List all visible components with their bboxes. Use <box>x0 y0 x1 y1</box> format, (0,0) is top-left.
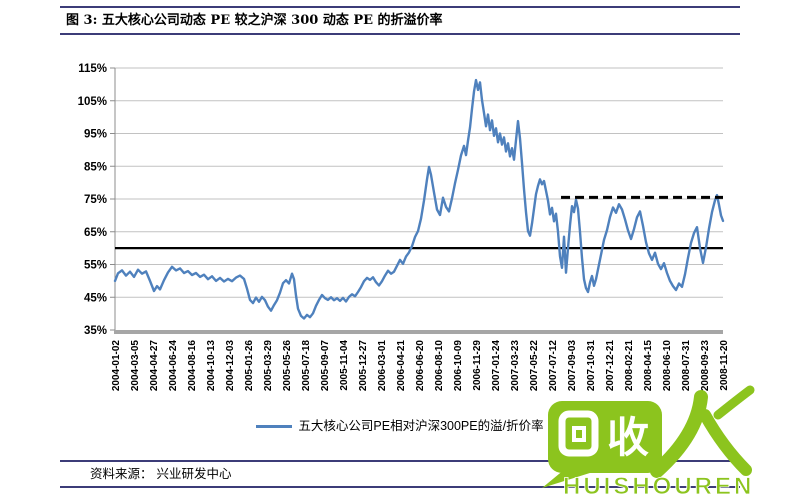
svg-text:2005-12-27: 2005-12-27 <box>358 340 369 392</box>
svg-text:2004-12-03: 2004-12-03 <box>225 340 236 392</box>
source-text: 资料来源： 兴业研发中心 <box>90 466 232 481</box>
recycle-bubble-icon: 收 <box>542 401 662 488</box>
svg-text:2005-01-26: 2005-01-26 <box>244 340 255 392</box>
source-bar: 资料来源： 兴业研发中心 <box>60 460 740 488</box>
svg-text:2005-11-04: 2005-11-04 <box>339 340 350 391</box>
svg-text:115%: 115% <box>78 63 107 75</box>
svg-text:95%: 95% <box>84 129 107 141</box>
svg-text:65%: 65% <box>84 227 107 239</box>
legend: 五大核心公司PE相对沪深300PE的溢/折价率 <box>0 417 800 435</box>
svg-text:2004-03-05: 2004-03-05 <box>130 340 141 392</box>
svg-text:2008-09-23: 2008-09-23 <box>700 340 711 392</box>
svg-text:2007-10-31: 2007-10-31 <box>586 340 597 392</box>
svg-text:2008-06-10: 2008-06-10 <box>662 340 673 392</box>
hui-square-glyph <box>558 410 599 457</box>
svg-text:2008-02-21: 2008-02-21 <box>624 340 635 392</box>
svg-text:2007-05-22: 2007-05-22 <box>529 340 540 392</box>
svg-text:2005-07-18: 2005-07-18 <box>301 340 312 392</box>
svg-text:2005-05-26: 2005-05-26 <box>282 340 293 392</box>
svg-text:2006-10-09: 2006-10-09 <box>453 340 464 392</box>
legend-series-label: 五大核心公司PE相对沪深300PE的溢/折价率 <box>298 419 544 433</box>
svg-text:2005-09-07: 2005-09-07 <box>320 340 331 392</box>
svg-text:2006-03-01: 2006-03-01 <box>377 340 388 392</box>
svg-text:2006-11-29: 2006-11-29 <box>472 340 483 391</box>
svg-text:2004-08-16: 2004-08-16 <box>187 340 198 392</box>
svg-text:2007-12-21: 2007-12-21 <box>605 340 616 392</box>
svg-text:45%: 45% <box>84 292 107 304</box>
svg-text:2004-10-13: 2004-10-13 <box>206 340 217 392</box>
svg-text:2005-03-29: 2005-03-29 <box>263 340 274 392</box>
svg-text:2004-06-24: 2004-06-24 <box>168 340 179 392</box>
svg-text:85%: 85% <box>84 161 107 173</box>
line-chart: 35% 45% 55% 65% 75% 85% 95% 105% 115% 2004-01-02 2… <box>78 63 730 392</box>
watermark-logo: 收 HUISHOUREN <box>542 385 755 500</box>
svg-text:2004-01-02: 2004-01-02 <box>111 340 122 392</box>
svg-text:2006-08-10: 2006-08-10 <box>434 340 445 392</box>
shou-character: 收 <box>607 414 649 461</box>
svg-text:2006-04-21: 2006-04-21 <box>396 340 407 392</box>
figure-title: 图 3: 五大核心公司动态 PE 较之沪深 300 动态 PE 的折溢价率 <box>66 13 443 28</box>
svg-text:2008-07-31: 2008-07-31 <box>681 340 692 392</box>
svg-text:75%: 75% <box>84 194 107 206</box>
watermark-caption: HUISHOUREN <box>563 473 754 500</box>
svg-text:2008-11-20: 2008-11-20 <box>719 340 730 391</box>
svg-text:2007-09-03: 2007-09-03 <box>567 340 578 392</box>
svg-text:2007-03-23: 2007-03-23 <box>510 340 521 392</box>
svg-text:2007-01-24: 2007-01-24 <box>491 340 502 392</box>
svg-text:2007-07-12: 2007-07-12 <box>548 340 559 392</box>
svg-text:35%: 35% <box>84 325 107 337</box>
svg-text:2008-04-15: 2008-04-15 <box>643 340 654 392</box>
svg-text:55%: 55% <box>84 260 107 272</box>
svg-text:105%: 105% <box>78 96 107 108</box>
svg-text:2004-04-27: 2004-04-27 <box>149 340 160 392</box>
ren-character-icon <box>650 385 755 478</box>
svg-text:2006-06-20: 2006-06-20 <box>415 340 426 392</box>
figure-title-bar: 图 3: 五大核心公司动态 PE 较之沪深 300 动态 PE 的折溢价率 <box>60 6 740 35</box>
legend-line-swatch <box>256 424 293 428</box>
